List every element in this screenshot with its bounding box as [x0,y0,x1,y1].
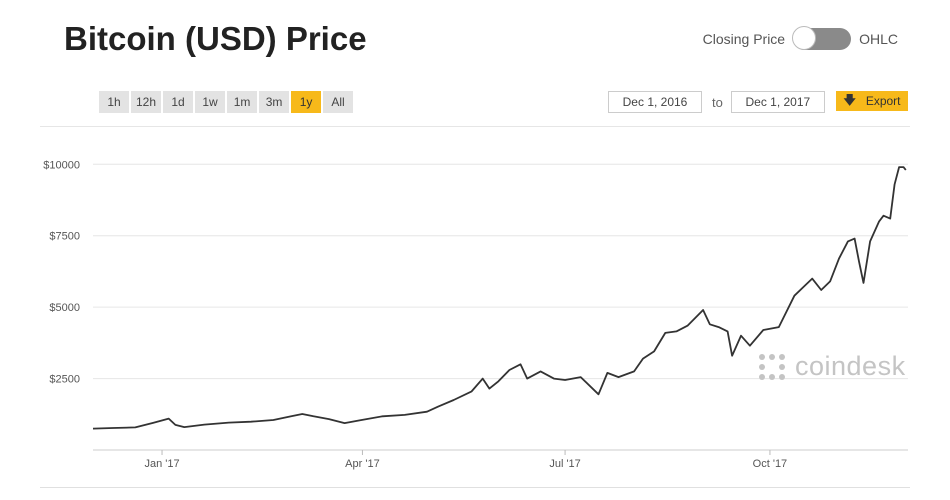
x-tick-label: Jul '17 [549,458,580,470]
download-arrow-icon: 🡇 [843,92,856,107]
x-tick-label: Jan '17 [144,458,179,470]
date-to-label: to [712,94,723,110]
price-mode-toggle[interactable] [792,26,852,50]
export-button[interactable]: 🡇 Export [836,91,908,111]
x-tick-label: Oct '17 [753,458,788,470]
watermark-text: coindesk [795,351,906,381]
page-title: Bitcoin (USD) Price [64,20,367,57]
bottom-divider [40,487,910,488]
y-tick-label: $2500 [49,374,80,386]
y-tick-label: $10000 [43,159,80,171]
range-button-1d[interactable]: 1d [163,91,194,113]
to-date-input[interactable]: Dec 1, 2017 [730,91,825,113]
x-tick-label: Apr '17 [345,458,380,470]
closing-price-label: Closing Price [702,31,786,47]
coindesk-logo-icon [759,353,785,380]
range-button-12h[interactable]: 12h [131,91,162,113]
range-button-1m[interactable]: 1m [227,91,258,113]
date-range: Dec 1, 2016 to Dec 1, 2017 [608,91,825,113]
price-mode-toggle-group: Closing Price OHLC [702,26,898,50]
top-divider [40,126,910,127]
time-range-selector: 1h 12h 1d 1w 1m 3m 1y All [99,91,355,113]
price-series-line [92,166,907,430]
range-button-1h[interactable]: 1h [99,91,129,113]
export-label: Export [865,94,901,108]
y-tick-label: $7500 [49,231,80,243]
range-button-3m[interactable]: 3m [259,91,290,113]
range-button-all[interactable]: All [323,91,354,113]
range-button-1w[interactable]: 1w [195,91,226,113]
coindesk-watermark: coindesk [757,351,906,382]
y-tick-label: $5000 [49,302,80,314]
toggle-knob[interactable] [792,26,817,50]
range-button-1y[interactable]: 1y [291,91,322,113]
ohlc-label: OHLC [859,31,898,47]
from-date-input[interactable]: Dec 1, 2016 [608,91,702,113]
